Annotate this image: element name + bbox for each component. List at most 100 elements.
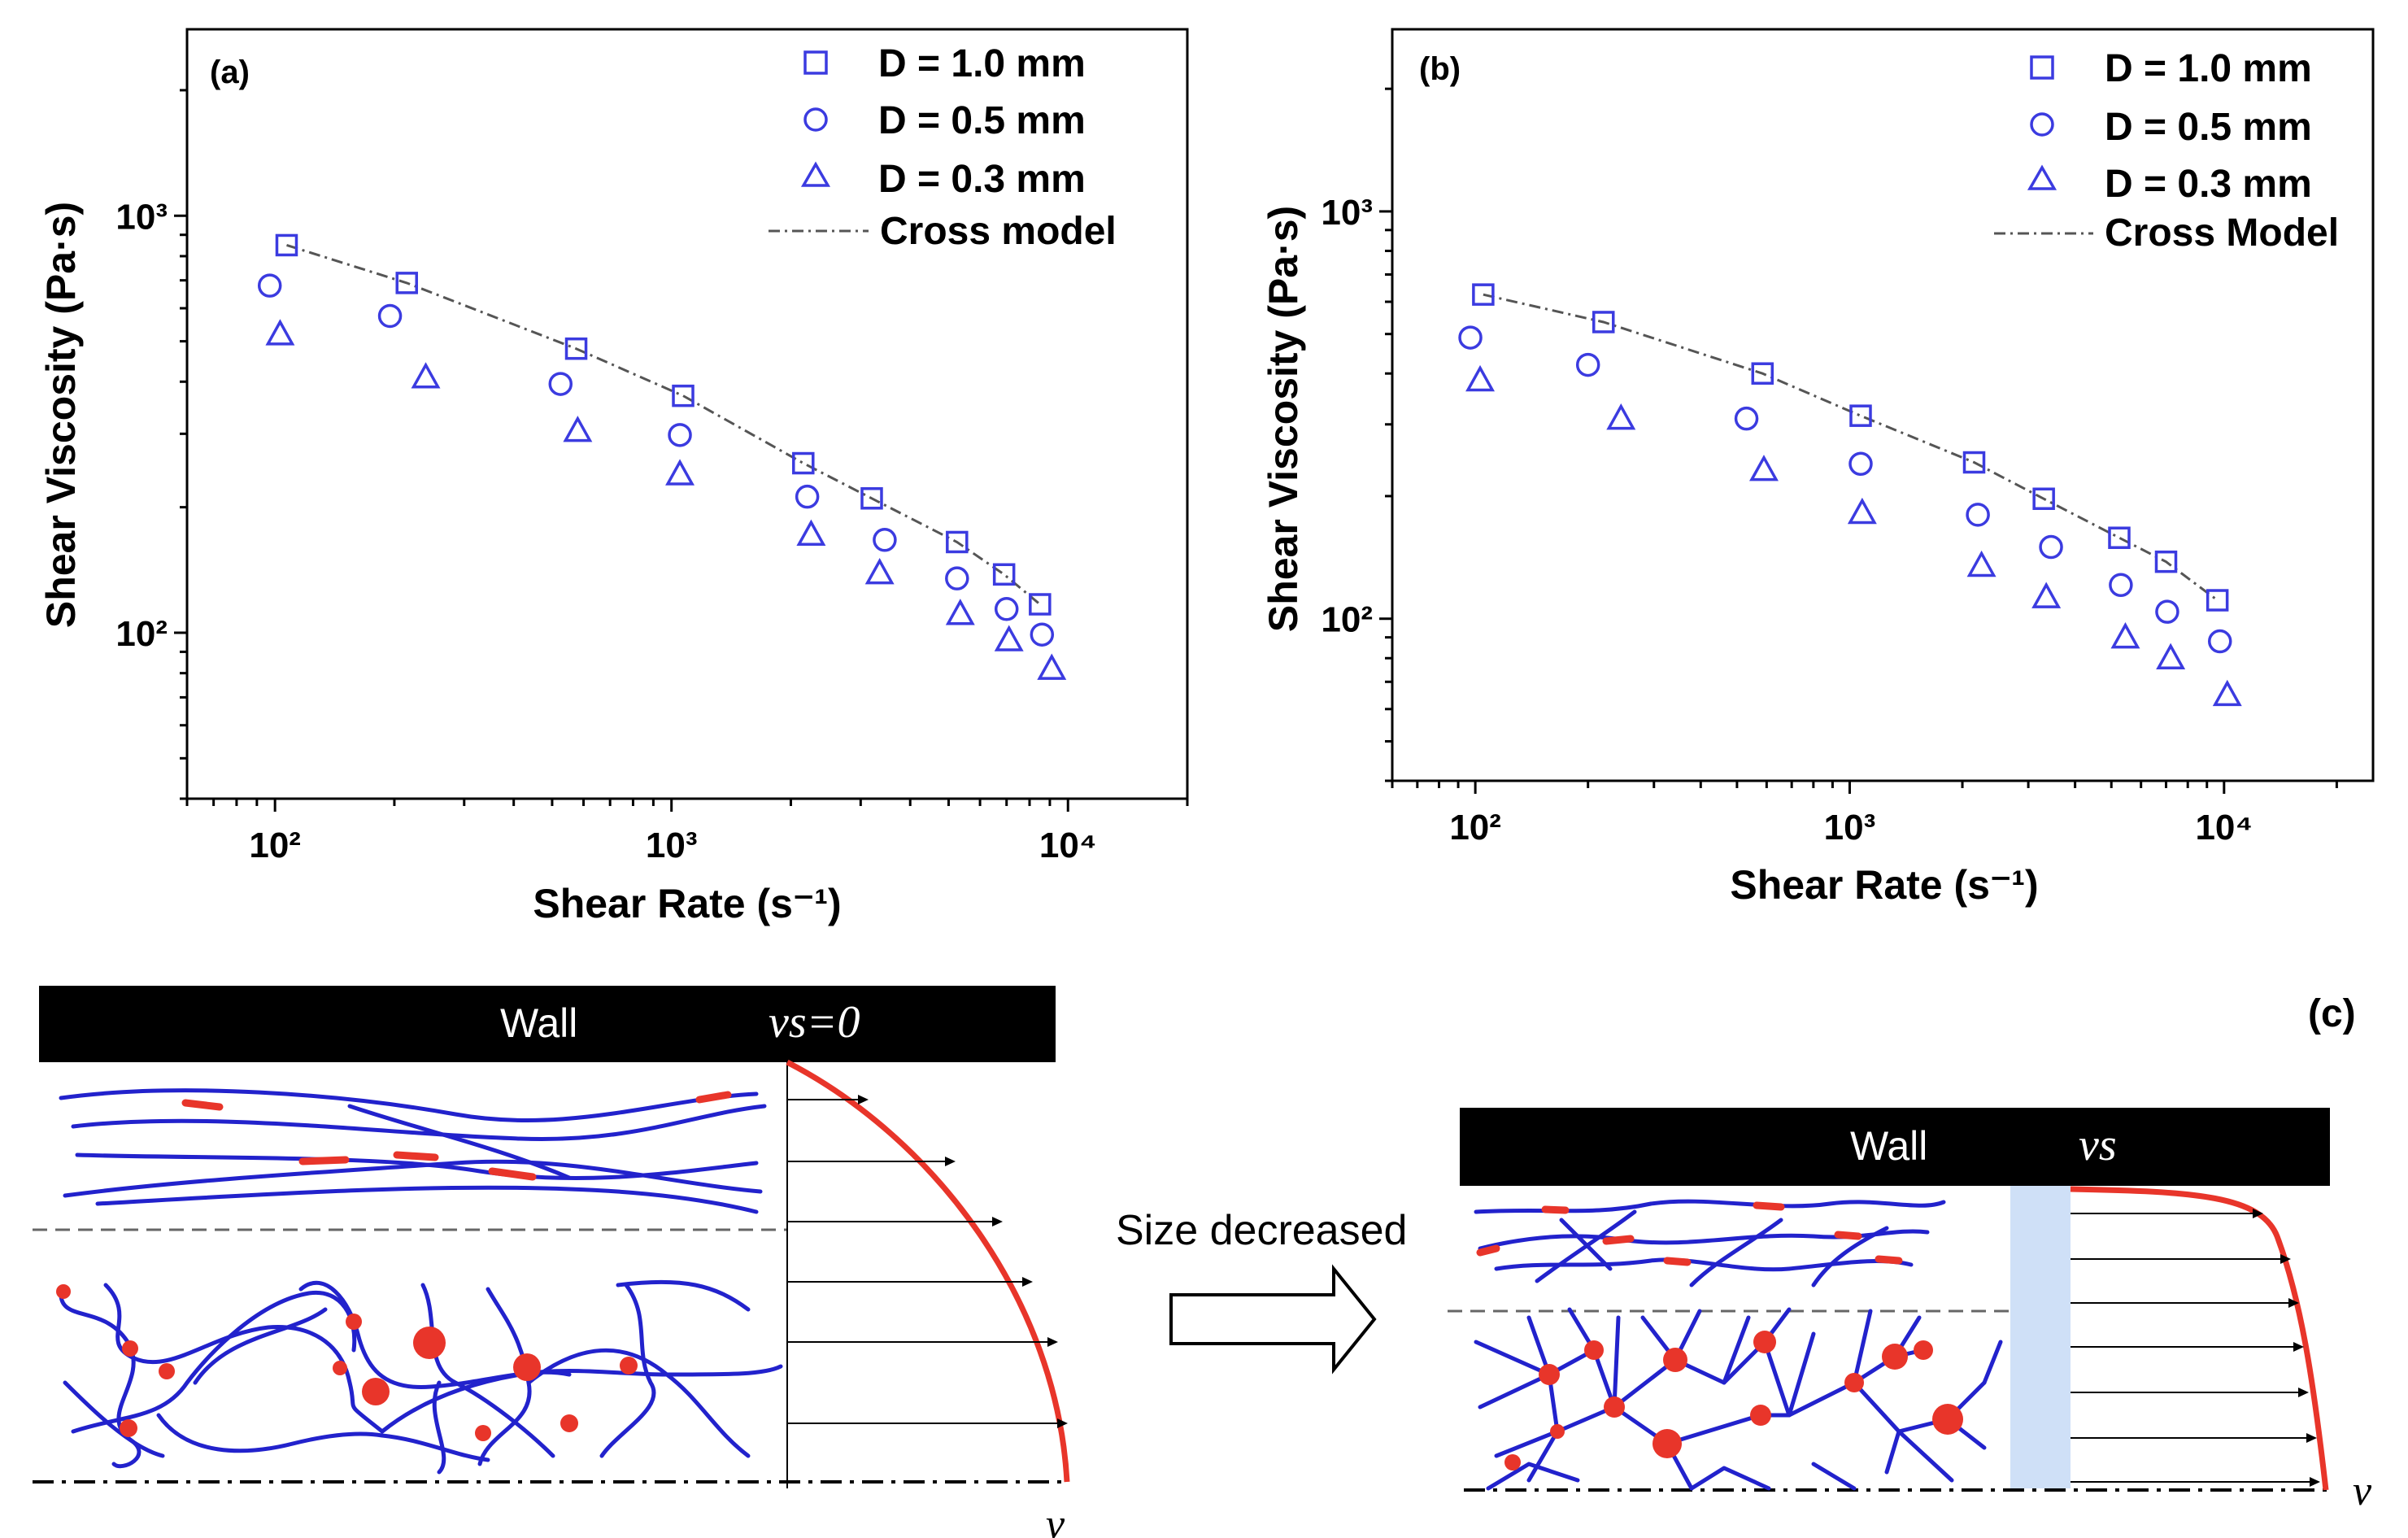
circle-marker <box>1030 622 1055 647</box>
triangle-marker <box>2031 582 2062 608</box>
circle-marker <box>1966 503 1990 527</box>
square-marker <box>1472 283 1495 306</box>
right-star-network <box>1474 1307 2003 1491</box>
x-axis-label-a: Shear Rate (s⁻¹) <box>533 881 841 926</box>
right-aligned-chains <box>1474 1199 1946 1287</box>
triangle-marker <box>665 459 695 486</box>
square-marker <box>564 337 588 360</box>
square-marker <box>1751 362 1774 385</box>
circle-marker <box>1734 406 1759 431</box>
y-axis-label-b: Shear Viscosity (Pa·s) <box>1261 206 1306 632</box>
schematic-panel-c: (c) Wall vs=0 v <box>33 986 2372 1538</box>
square-marker <box>792 451 815 475</box>
x-tick-label: 10³ <box>1824 808 1876 847</box>
square-marker <box>992 563 1016 586</box>
triangle-marker <box>1749 455 1779 481</box>
x-tick-label: 10² <box>1449 808 1501 847</box>
plot-frame-a <box>185 28 1189 800</box>
hollow-arrow-icon <box>1169 1264 1377 1375</box>
right-wall-velocity: vs <box>2079 1120 2117 1170</box>
circle-marker <box>377 303 403 329</box>
right-schematic: Wall vs v <box>1448 1108 2372 1514</box>
panel-label-a: (a) <box>210 54 250 90</box>
panel-label-b: (b) <box>1419 51 1461 87</box>
square-marker <box>1592 311 1615 333</box>
right-velocity-arrows <box>2071 1209 2320 1487</box>
triangle-marker <box>411 362 441 389</box>
right-wall <box>1460 1108 2330 1186</box>
legend-label-a-1: D = 1.0 mm <box>878 42 1086 85</box>
left-velocity-profile <box>786 1059 1070 1483</box>
x-tick-label: 10⁴ <box>1039 826 1097 865</box>
x-axis-label-b: Shear Rate (s⁻¹) <box>1730 862 2038 908</box>
left-velocity-arrows <box>787 1095 1068 1428</box>
triangle-marker <box>2212 679 2242 707</box>
square-marker <box>860 487 883 510</box>
plot-frame-b <box>1391 28 2375 782</box>
square-marker <box>2108 526 2131 549</box>
legend-marker-triangle-a <box>800 161 831 187</box>
circle-marker <box>2109 573 2133 598</box>
square-marker <box>395 272 418 294</box>
legend-label-a-3: D = 0.3 mm <box>878 158 1086 201</box>
square-marker <box>1849 404 1872 427</box>
circle-marker <box>795 484 820 509</box>
circle-marker <box>873 528 897 552</box>
triangle-marker <box>1037 653 1067 680</box>
y-axis-label-a: Shear Viscosity (Pa·s) <box>38 202 84 628</box>
right-wall-label: Wall <box>1850 1123 1927 1169</box>
circle-marker <box>257 273 282 298</box>
legend-label-b-2: D = 0.5 mm <box>2105 106 2312 149</box>
triangle-marker <box>2156 643 2186 669</box>
legend-b: D = 1.0 mm D = 0.5 mm D = 0.3 mm Cross M… <box>1994 47 2339 255</box>
right-velocity-axis-label: v <box>2353 1468 2372 1514</box>
y-tick-label: 10³ <box>1321 193 1373 233</box>
triangle-marker <box>796 519 826 546</box>
cross-model-line-a <box>286 243 1041 606</box>
square-marker <box>1029 593 1052 616</box>
triangle-marker <box>864 558 895 585</box>
x-tick-label: 10³ <box>646 826 698 865</box>
square-marker <box>2206 589 2229 612</box>
axis-ticks-a: 10² 10³ 10⁴ 10² 10³ <box>115 89 1189 865</box>
legend-marker-circle-a <box>803 107 828 132</box>
chart-panel-b: (b) 10² 10³ 10⁴ 10² 10³ Shear Rate (s⁻¹) She… <box>1261 28 2375 908</box>
square-marker <box>1962 451 1986 474</box>
circle-marker <box>1575 352 1600 377</box>
legend-marker-square-a <box>803 50 828 75</box>
y-tick-label: 10³ <box>115 197 168 237</box>
data-markers-b <box>1458 283 2242 707</box>
left-velocity-axis-label: v <box>1046 1501 1065 1538</box>
square-marker <box>946 530 969 554</box>
left-entangled-network <box>56 1279 783 1475</box>
circle-marker <box>1848 451 1873 477</box>
legend-marker-circle-b <box>2030 112 2054 137</box>
triangle-marker <box>1966 550 1997 577</box>
panel-label-c: (c) <box>2308 992 2356 1035</box>
right-velocity-profile <box>2070 1186 2329 1491</box>
circle-marker <box>994 597 1019 621</box>
chart-panel-a: (a) 10² 10³ 10⁴ 10² 10³ Shear Rate (s⁻¹) She… <box>38 28 1189 926</box>
slip-layer <box>2010 1186 2071 1488</box>
legend-marker-triangle-b <box>2027 164 2057 190</box>
size-decreased-label: Size decreased <box>1116 1207 1407 1254</box>
x-tick-label: 10² <box>249 826 301 865</box>
legend-label-a-2: D = 0.5 mm <box>878 99 1086 142</box>
square-marker <box>275 233 298 257</box>
circle-marker <box>2207 629 2232 654</box>
left-wall <box>39 986 1056 1062</box>
left-aligned-chains <box>59 1088 767 1214</box>
triangle-marker <box>994 625 1024 651</box>
circle-marker <box>945 566 969 590</box>
triangle-marker <box>1606 403 1636 430</box>
y-tick-label: 10² <box>1321 600 1373 640</box>
triangle-marker <box>945 599 975 625</box>
legend-label-b-3: D = 0.3 mm <box>2105 163 2312 206</box>
legend-label-b-1: D = 1.0 mm <box>2105 47 2312 90</box>
square-marker <box>2032 487 2055 511</box>
triangle-marker <box>265 319 295 346</box>
legend-label-b-4: Cross Model <box>2105 211 2339 255</box>
legend-a: D = 1.0 mm D = 0.5 mm D = 0.3 mm Cross m… <box>769 42 1117 253</box>
left-schematic: Wall vs=0 v <box>33 986 1070 1538</box>
circle-marker <box>1458 325 1483 350</box>
